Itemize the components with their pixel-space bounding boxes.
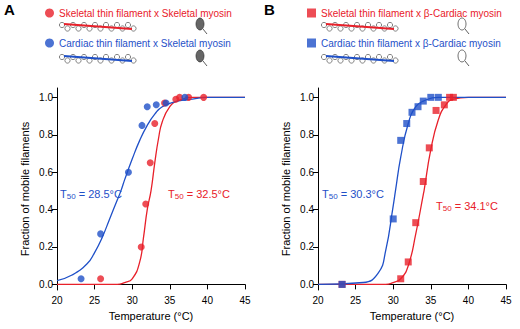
svg-text:0.8: 0.8 xyxy=(300,129,314,140)
svg-text:0.0: 0.0 xyxy=(39,279,53,290)
svg-text:40: 40 xyxy=(463,295,475,306)
svg-text:0.2: 0.2 xyxy=(39,241,53,252)
svg-text:25: 25 xyxy=(89,295,101,306)
svg-text:Cardiac thin filament x Skelet: Cardiac thin filament x Skeletal myosin xyxy=(59,38,231,49)
svg-text:35: 35 xyxy=(425,295,437,306)
html-text:T50: T50 xyxy=(322,187,338,201)
svg-text:B: B xyxy=(264,1,275,18)
svg-text:0.6: 0.6 xyxy=(39,167,53,178)
svg-text:Fraction of mobile filaments: Fraction of mobile filaments xyxy=(19,121,31,256)
svg-text:0.0: 0.0 xyxy=(300,279,314,290)
svg-text:= 30.3°C: = 30.3°C xyxy=(338,188,384,200)
svg-text:0.4: 0.4 xyxy=(39,204,53,215)
svg-text:Temperature (°C): Temperature (°C) xyxy=(370,310,454,322)
svg-text:Skeletal thin filament x β-Car: Skeletal thin filament x β-Cardiac myosi… xyxy=(321,8,502,19)
svg-text:= 34.1°C: = 34.1°C xyxy=(452,200,498,212)
svg-text:0.6: 0.6 xyxy=(300,167,314,178)
svg-text:0.4: 0.4 xyxy=(300,204,314,215)
svg-text:1.0: 1.0 xyxy=(300,92,314,103)
svg-text:25: 25 xyxy=(350,295,362,306)
svg-text:Cardiac thin filament x β-Card: Cardiac thin filament x β-Cardiac myosin xyxy=(321,38,501,49)
svg-text:45: 45 xyxy=(239,295,251,306)
svg-text:40: 40 xyxy=(202,295,214,306)
svg-text:30: 30 xyxy=(388,295,400,306)
svg-text:30: 30 xyxy=(127,295,139,306)
html-text:T50: T50 xyxy=(436,199,452,213)
svg-text:45: 45 xyxy=(500,295,512,306)
svg-text:20: 20 xyxy=(51,295,63,306)
svg-text:= 28.5°C: = 28.5°C xyxy=(76,188,122,200)
svg-text:Skeletal thin filament x Skele: Skeletal thin filament x Skeletal myosin xyxy=(59,8,232,19)
svg-text:0.8: 0.8 xyxy=(39,129,53,140)
svg-text:20: 20 xyxy=(312,295,324,306)
html-text:T50: T50 xyxy=(168,187,184,201)
svg-text:1.0: 1.0 xyxy=(39,92,53,103)
svg-text:= 32.5°C: = 32.5°C xyxy=(184,188,230,200)
svg-text:0.2: 0.2 xyxy=(300,241,314,252)
svg-text:A: A xyxy=(4,1,15,18)
svg-text:35: 35 xyxy=(164,295,176,306)
svg-text:Temperature (°C): Temperature (°C) xyxy=(109,310,193,322)
html-text:T50: T50 xyxy=(60,187,76,201)
svg-text:Fraction of mobile filaments: Fraction of mobile filaments xyxy=(280,121,292,256)
